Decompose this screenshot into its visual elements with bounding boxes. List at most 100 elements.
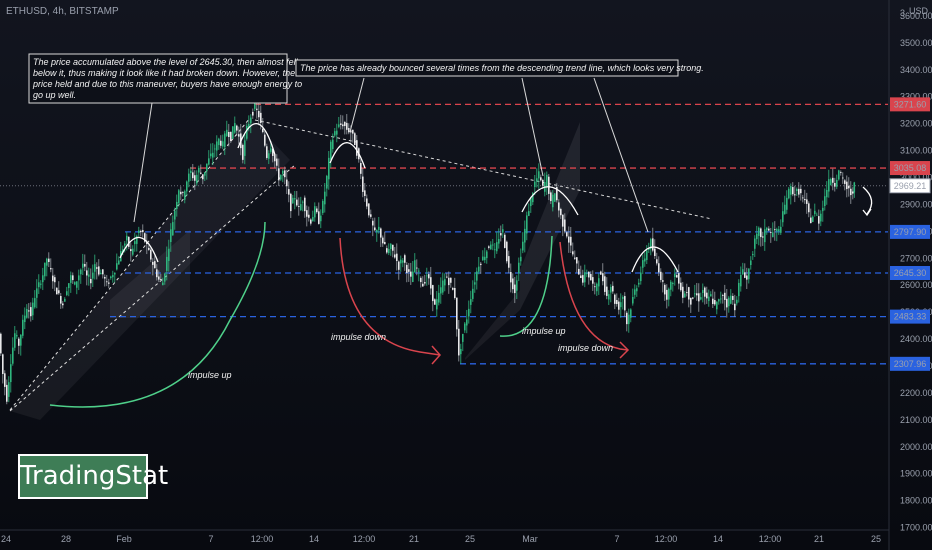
candle-body — [442, 280, 444, 293]
candle-body — [228, 131, 230, 137]
candle-body — [76, 281, 78, 288]
callout-accumulation-line: The price accumulated above the level of… — [33, 57, 299, 67]
candle-body — [186, 181, 188, 192]
level-price-tag — [890, 97, 930, 112]
x-tick-label: 12:00 — [353, 534, 376, 544]
candle-body — [128, 236, 130, 247]
candle-body — [652, 238, 654, 251]
candle-body — [610, 287, 612, 293]
candle-body — [696, 293, 698, 296]
candle-body — [304, 197, 306, 212]
candle-body — [700, 297, 702, 300]
candle-body — [334, 131, 336, 136]
top-arc — [237, 123, 276, 156]
candle-body — [840, 172, 842, 173]
level-price-tag — [890, 309, 930, 324]
candle-body — [284, 170, 286, 178]
y-tick-label: 3200.00 — [900, 119, 932, 129]
candle-body — [276, 158, 278, 166]
candle-body — [500, 233, 502, 236]
candle-body — [462, 333, 464, 342]
candle-body — [282, 170, 284, 174]
candle-body — [644, 258, 646, 262]
candle-body — [458, 328, 460, 356]
candle-body — [510, 272, 512, 283]
candle-body — [212, 152, 214, 158]
candle-body — [528, 211, 530, 216]
candle-body — [662, 280, 664, 282]
candle-body — [786, 197, 788, 210]
candle-body — [472, 288, 474, 299]
top-arc — [119, 236, 159, 263]
candle-body — [316, 208, 318, 213]
candle-body — [604, 276, 606, 292]
candle-body — [380, 228, 382, 238]
candle-body — [234, 123, 236, 133]
candle-body — [660, 271, 662, 280]
candle-body — [146, 241, 148, 245]
candle-body — [348, 128, 350, 133]
candle-body — [134, 241, 136, 245]
candle-body — [738, 282, 740, 297]
candle-body — [522, 241, 524, 251]
candle-body — [664, 284, 666, 295]
candle-body — [558, 202, 560, 211]
candle-body — [470, 299, 472, 305]
candle-body — [258, 111, 260, 118]
candle-body — [550, 192, 552, 202]
candle-body — [506, 241, 508, 262]
candle-body — [150, 249, 152, 260]
candle-body — [122, 249, 124, 253]
candle-body — [236, 125, 238, 131]
y-tick-label: 3 — [900, 8, 905, 18]
candle-body — [640, 272, 642, 282]
candle-body — [412, 271, 414, 282]
candle-body — [798, 188, 800, 195]
candle-body — [210, 153, 212, 157]
candle-body — [754, 238, 756, 249]
candle-body — [746, 275, 748, 280]
tradingstat-logo: TradingStat — [18, 454, 168, 499]
candle-body — [84, 263, 86, 267]
impulse-up-label: impulse up — [522, 326, 566, 336]
candle-body — [368, 203, 370, 216]
candle-body — [548, 176, 550, 194]
candle-body — [292, 197, 294, 204]
candle-body — [6, 384, 8, 402]
x-tick-label: 25 — [871, 534, 881, 544]
impulse-down-label: impulse down — [558, 343, 613, 353]
candle-body — [702, 289, 704, 294]
candle-body — [658, 263, 660, 273]
candle-body — [88, 274, 90, 277]
candle-body — [808, 203, 810, 213]
candle-body — [302, 201, 304, 203]
candle-body — [452, 287, 454, 290]
candle-body — [846, 181, 848, 190]
candle-body — [384, 242, 386, 245]
candle-body — [766, 227, 768, 231]
candle-body — [806, 199, 808, 204]
candle-body — [478, 266, 480, 272]
candle-body — [182, 192, 184, 193]
candle-body — [398, 261, 400, 270]
candle-body — [784, 204, 786, 214]
candle-body — [34, 298, 36, 308]
callout-accumulation-line: go up well. — [33, 90, 76, 100]
candle-body — [392, 244, 394, 251]
candle-body — [560, 208, 562, 216]
candle-body — [852, 191, 854, 194]
candle-body — [626, 312, 628, 325]
candle-body — [794, 194, 796, 196]
candle-body — [608, 294, 610, 300]
x-tick-label: 21 — [409, 534, 419, 544]
candle-body — [426, 275, 428, 277]
candle-body — [750, 260, 752, 266]
candle-body — [432, 285, 434, 302]
candle-body — [692, 297, 694, 299]
candle-body — [62, 303, 64, 306]
symbol-label[interactable]: ETHUSD, 4h, BITSTAMP — [6, 6, 119, 17]
candle-body — [54, 277, 56, 283]
candle-body — [756, 233, 758, 240]
candle-body — [116, 263, 118, 270]
